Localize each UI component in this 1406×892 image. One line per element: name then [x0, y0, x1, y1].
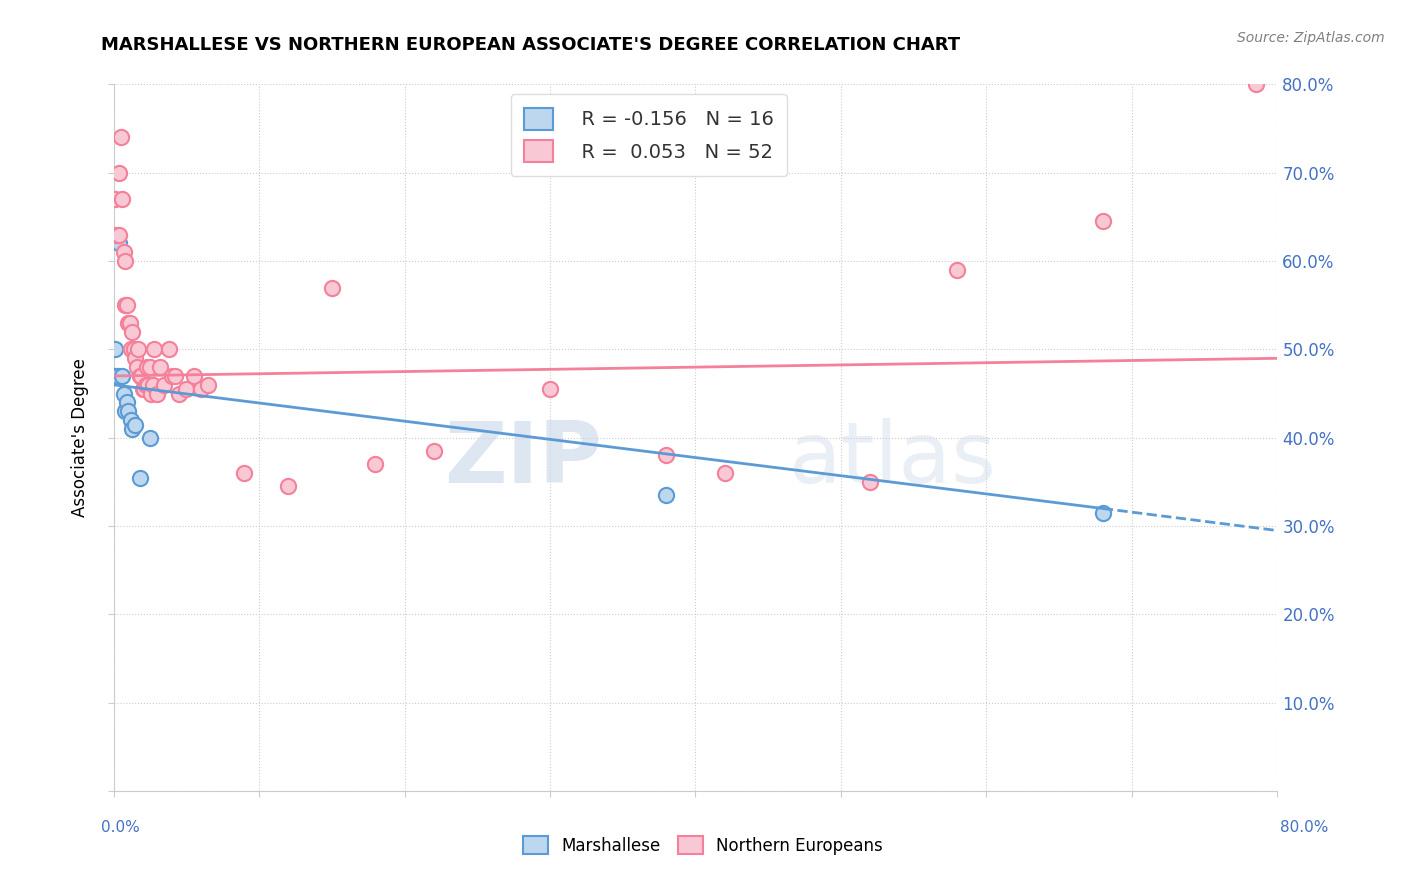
- Point: [127, 343, 149, 357]
- Point: [174, 382, 197, 396]
- Point: [859, 475, 882, 489]
- Point: [190, 382, 212, 396]
- Point: [153, 377, 176, 392]
- Point: [104, 343, 127, 357]
- Point: [121, 422, 143, 436]
- Point: [167, 386, 190, 401]
- Point: [138, 377, 160, 392]
- Point: [146, 386, 169, 401]
- Point: [1244, 78, 1267, 92]
- Point: [277, 479, 299, 493]
- Point: [117, 316, 139, 330]
- Point: [655, 488, 678, 502]
- Point: [364, 458, 387, 472]
- Point: [946, 263, 969, 277]
- Point: [142, 377, 165, 392]
- Point: [135, 377, 157, 392]
- Point: [422, 444, 444, 458]
- Text: MARSHALLESE VS NORTHERN EUROPEAN ASSOCIATE'S DEGREE CORRELATION CHART: MARSHALLESE VS NORTHERN EUROPEAN ASSOCIA…: [101, 36, 960, 54]
- Point: [108, 166, 131, 180]
- Point: [157, 343, 180, 357]
- Point: [139, 431, 162, 445]
- Point: [1091, 214, 1114, 228]
- Point: [120, 413, 142, 427]
- Point: [117, 404, 139, 418]
- Point: [128, 368, 150, 383]
- Point: [160, 368, 183, 383]
- Point: [108, 236, 131, 251]
- Point: [114, 254, 136, 268]
- Point: [114, 298, 136, 312]
- Point: [132, 382, 155, 396]
- Point: [111, 368, 134, 383]
- Point: [110, 130, 132, 145]
- Legend:   R = -0.156   N = 16,   R =  0.053   N = 52: R = -0.156 N = 16, R = 0.053 N = 52: [510, 95, 787, 176]
- Point: [112, 245, 135, 260]
- Point: [129, 368, 152, 383]
- Point: [111, 192, 134, 206]
- Point: [197, 377, 219, 392]
- Point: [538, 382, 561, 396]
- Point: [115, 298, 138, 312]
- Text: 80.0%: 80.0%: [1281, 821, 1329, 835]
- Point: [143, 343, 166, 357]
- Point: [115, 395, 138, 409]
- Point: [105, 227, 128, 242]
- Point: [122, 343, 145, 357]
- Point: [136, 360, 159, 375]
- Point: [139, 360, 162, 375]
- Point: [104, 192, 127, 206]
- Point: [104, 368, 127, 383]
- Point: [321, 280, 343, 294]
- Point: [233, 466, 256, 480]
- Point: [121, 325, 143, 339]
- Point: [131, 382, 153, 396]
- Point: [183, 368, 205, 383]
- Point: [713, 466, 735, 480]
- Text: atlas: atlas: [789, 417, 997, 500]
- Point: [112, 386, 135, 401]
- Point: [124, 351, 146, 366]
- Point: [107, 368, 129, 383]
- Point: [1091, 506, 1114, 520]
- Point: [128, 470, 150, 484]
- Point: [149, 360, 172, 375]
- Point: [124, 417, 146, 432]
- Y-axis label: Associate's Degree: Associate's Degree: [72, 359, 89, 517]
- Text: Source: ZipAtlas.com: Source: ZipAtlas.com: [1237, 31, 1385, 45]
- Point: [125, 360, 148, 375]
- Text: 0.0%: 0.0%: [101, 821, 141, 835]
- Point: [141, 386, 163, 401]
- Legend: Marshallese, Northern Europeans: Marshallese, Northern Europeans: [516, 830, 890, 862]
- Point: [655, 449, 678, 463]
- Point: [120, 343, 142, 357]
- Point: [118, 316, 141, 330]
- Point: [114, 404, 136, 418]
- Point: [108, 227, 131, 242]
- Point: [163, 368, 186, 383]
- Text: ZIP: ZIP: [444, 417, 602, 500]
